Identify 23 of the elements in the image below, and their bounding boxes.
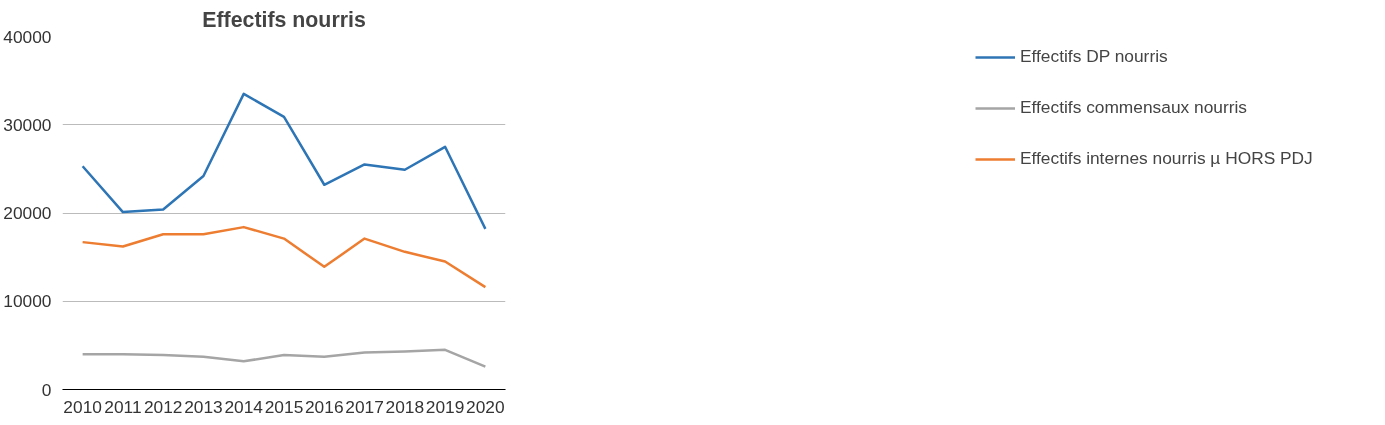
y-tick-label: 20000 bbox=[3, 203, 52, 223]
x-tick-label: 2020 bbox=[466, 396, 505, 417]
x-tick-label: 2011 bbox=[104, 396, 142, 417]
x-tick-label: 2013 bbox=[184, 396, 223, 417]
y-tick-label: 30000 bbox=[3, 114, 52, 135]
x-tick-label: 2016 bbox=[305, 396, 344, 417]
y-tick-label: 10000 bbox=[3, 291, 52, 312]
x-tick-label: 2014 bbox=[224, 396, 264, 417]
legend-label: Effectifs internes nourris µ HORS PDJ bbox=[1020, 148, 1314, 169]
y-tick-label: 0 bbox=[41, 379, 52, 400]
legend-label: Effectifs commensaux nourris bbox=[1020, 97, 1248, 118]
line-series bbox=[81, 225, 487, 289]
x-tick-label: 2012 bbox=[143, 396, 183, 417]
x-tick-label: 2019 bbox=[425, 396, 465, 417]
x-tick-label: 2015 bbox=[264, 396, 304, 417]
x-tick-label: 2018 bbox=[385, 396, 425, 417]
x-tick-label: 2017 bbox=[345, 396, 384, 417]
y-tick-label: 40000 bbox=[3, 26, 52, 47]
chart-title: Effectifs nourris bbox=[202, 7, 366, 32]
line-series bbox=[81, 348, 487, 368]
x-tick-label: 2010 bbox=[63, 396, 102, 417]
line-series bbox=[81, 92, 487, 231]
legend-label: Effectifs DP nourris bbox=[1020, 46, 1169, 67]
